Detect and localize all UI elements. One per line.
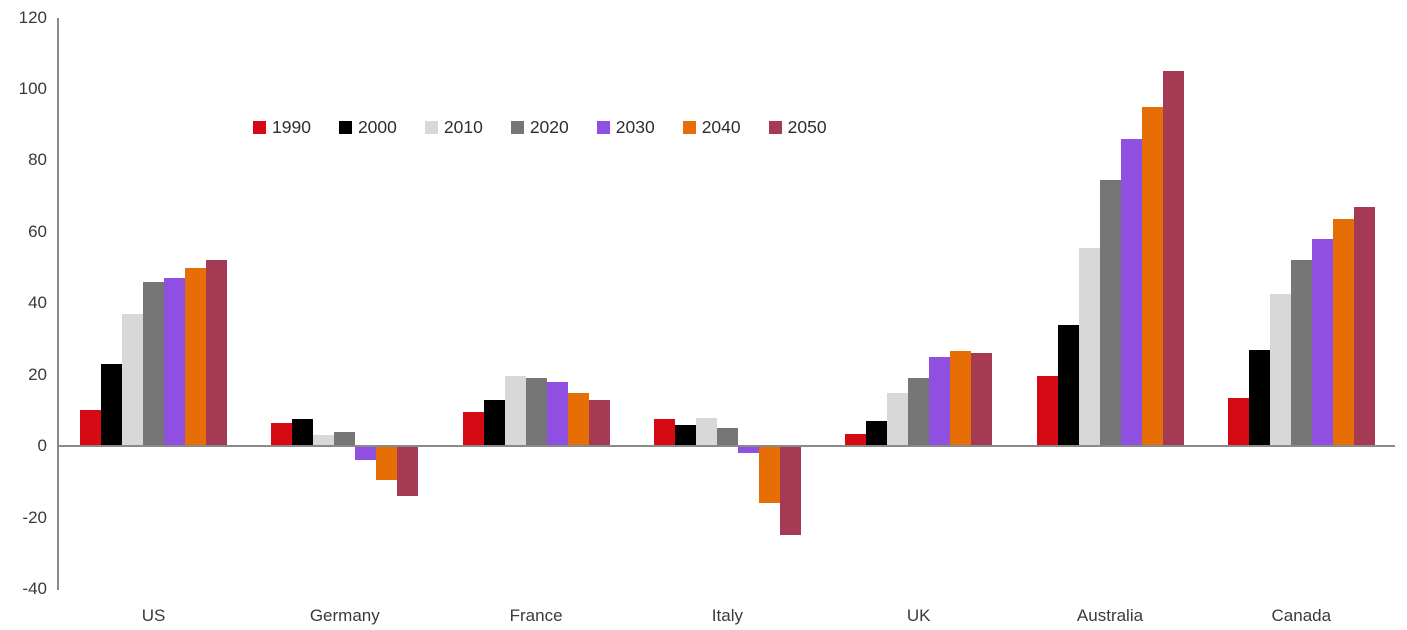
y-axis-tick-label: -40 [22, 579, 47, 598]
legend: 1990 2000 2010 2020 2030 2040 2050 [253, 117, 827, 138]
legend-swatch-icon-2000 [338, 121, 352, 134]
x-axis-label-Canada: Canada [1271, 606, 1332, 625]
bar-France-2000 [483, 399, 505, 447]
legend-item-2000: 2000 [338, 117, 397, 138]
legend-item-2020: 2020 [510, 117, 569, 138]
bar-Italy-1990 [653, 419, 675, 447]
legend-swatch-icon-2020 [510, 121, 524, 134]
bar-Canada-1990 [1227, 397, 1249, 447]
bar-France-2030 [546, 381, 568, 447]
bar-Australia-1990 [1036, 376, 1058, 447]
bar-Canada-2000 [1248, 349, 1270, 447]
bar-UK-2030 [929, 356, 951, 447]
zero-baseline [57, 445, 1395, 448]
bar-US-2020 [143, 281, 164, 447]
bar-Italy-2000 [674, 424, 696, 447]
legend-item-1990: 1990 [253, 117, 311, 138]
bar-Italy-2010 [695, 417, 717, 447]
y-axis-tick-label: 20 [28, 364, 47, 384]
bar-Germany-2030 [355, 446, 377, 461]
legend-label-2010: 2010 [443, 117, 483, 137]
legend-swatch-icon-2040 [682, 121, 696, 134]
x-axis-label-Italy: Italy [711, 606, 743, 625]
x-axis-label-US: US [141, 606, 166, 625]
bar-Germany-2050 [397, 446, 419, 497]
bar-Germany-1990 [271, 422, 293, 447]
legend-label-2020: 2020 [529, 117, 569, 137]
bar-Australia-2020 [1099, 180, 1121, 447]
y-axis-tick-label: 100 [18, 78, 47, 98]
bar-Italy-2050 [779, 446, 801, 536]
bar-France-2050 [588, 399, 610, 447]
x-axis-label-France: France [509, 606, 563, 625]
bar-UK-2040 [950, 351, 972, 447]
bar-Australia-2030 [1120, 138, 1142, 447]
bar-France-2020 [525, 378, 547, 447]
bar-US-2000 [101, 363, 122, 447]
bar-Canada-2010 [1269, 294, 1291, 447]
bar-UK-2050 [971, 353, 993, 447]
bar-Canada-2020 [1290, 260, 1312, 447]
bar-Italy-2020 [716, 428, 738, 447]
legend-label-1990: 1990 [272, 117, 311, 137]
y-axis-tick-label: -20 [22, 507, 47, 527]
y-axis-tick-label: 60 [28, 221, 47, 241]
bar-US-2050 [206, 260, 227, 447]
bar-Germany-2040 [376, 446, 398, 481]
legend-item-2030: 2030 [596, 117, 655, 138]
bar-Australia-2010 [1078, 247, 1100, 447]
y-axis-tick-label: 80 [28, 150, 47, 170]
bar-UK-1990 [845, 433, 867, 447]
bar-UK-2020 [908, 378, 930, 447]
legend-item-2040: 2040 [682, 117, 741, 138]
legend-label-2030: 2030 [615, 117, 655, 137]
bar-Australia-2050 [1162, 71, 1184, 447]
bar-France-2010 [504, 376, 526, 447]
bar-Germany-2000 [292, 419, 314, 447]
y-axis-line [57, 17, 59, 590]
bar-UK-2010 [887, 392, 909, 447]
legend-label-2000: 2000 [357, 117, 397, 137]
bar-Germany-2020 [334, 431, 356, 447]
bar-Canada-2050 [1353, 206, 1375, 447]
bar-US-2010 [122, 313, 143, 447]
legend-label-2040: 2040 [701, 117, 741, 137]
legend-swatch-icon-2050 [768, 121, 782, 134]
y-axis-tick-label: 40 [28, 293, 47, 313]
bar-Italy-2030 [737, 446, 759, 454]
y-axis-tick-label: 120 [18, 7, 47, 27]
bar-Australia-2040 [1141, 106, 1163, 447]
x-axis-label-Germany: Germany [309, 606, 380, 625]
bar-US-1990 [80, 410, 101, 447]
bar-France-1990 [462, 412, 484, 447]
legend-swatch-icon-2030 [596, 121, 610, 134]
bar-France-2040 [567, 392, 589, 447]
bar-US-2030 [164, 278, 185, 447]
bar-Canada-2030 [1311, 238, 1333, 447]
bar-Australia-2000 [1057, 324, 1079, 447]
legend-item-2050: 2050 [768, 117, 827, 138]
x-axis-label-UK: UK [906, 606, 931, 625]
legend-item-2010: 2010 [424, 117, 483, 138]
legend-swatch-icon-1990 [253, 121, 266, 134]
legend-label-2050: 2050 [787, 117, 827, 137]
x-axis-label-Australia: Australia [1076, 606, 1144, 625]
bar-Germany-2010 [313, 435, 335, 447]
y-axis-tick-label: 0 [37, 436, 47, 456]
bar-Canada-2040 [1332, 219, 1354, 447]
legend-swatch-icon-2010 [424, 121, 438, 134]
bar-UK-2000 [866, 421, 888, 447]
bar-US-2040 [185, 267, 206, 447]
bar-Italy-2040 [758, 446, 780, 504]
